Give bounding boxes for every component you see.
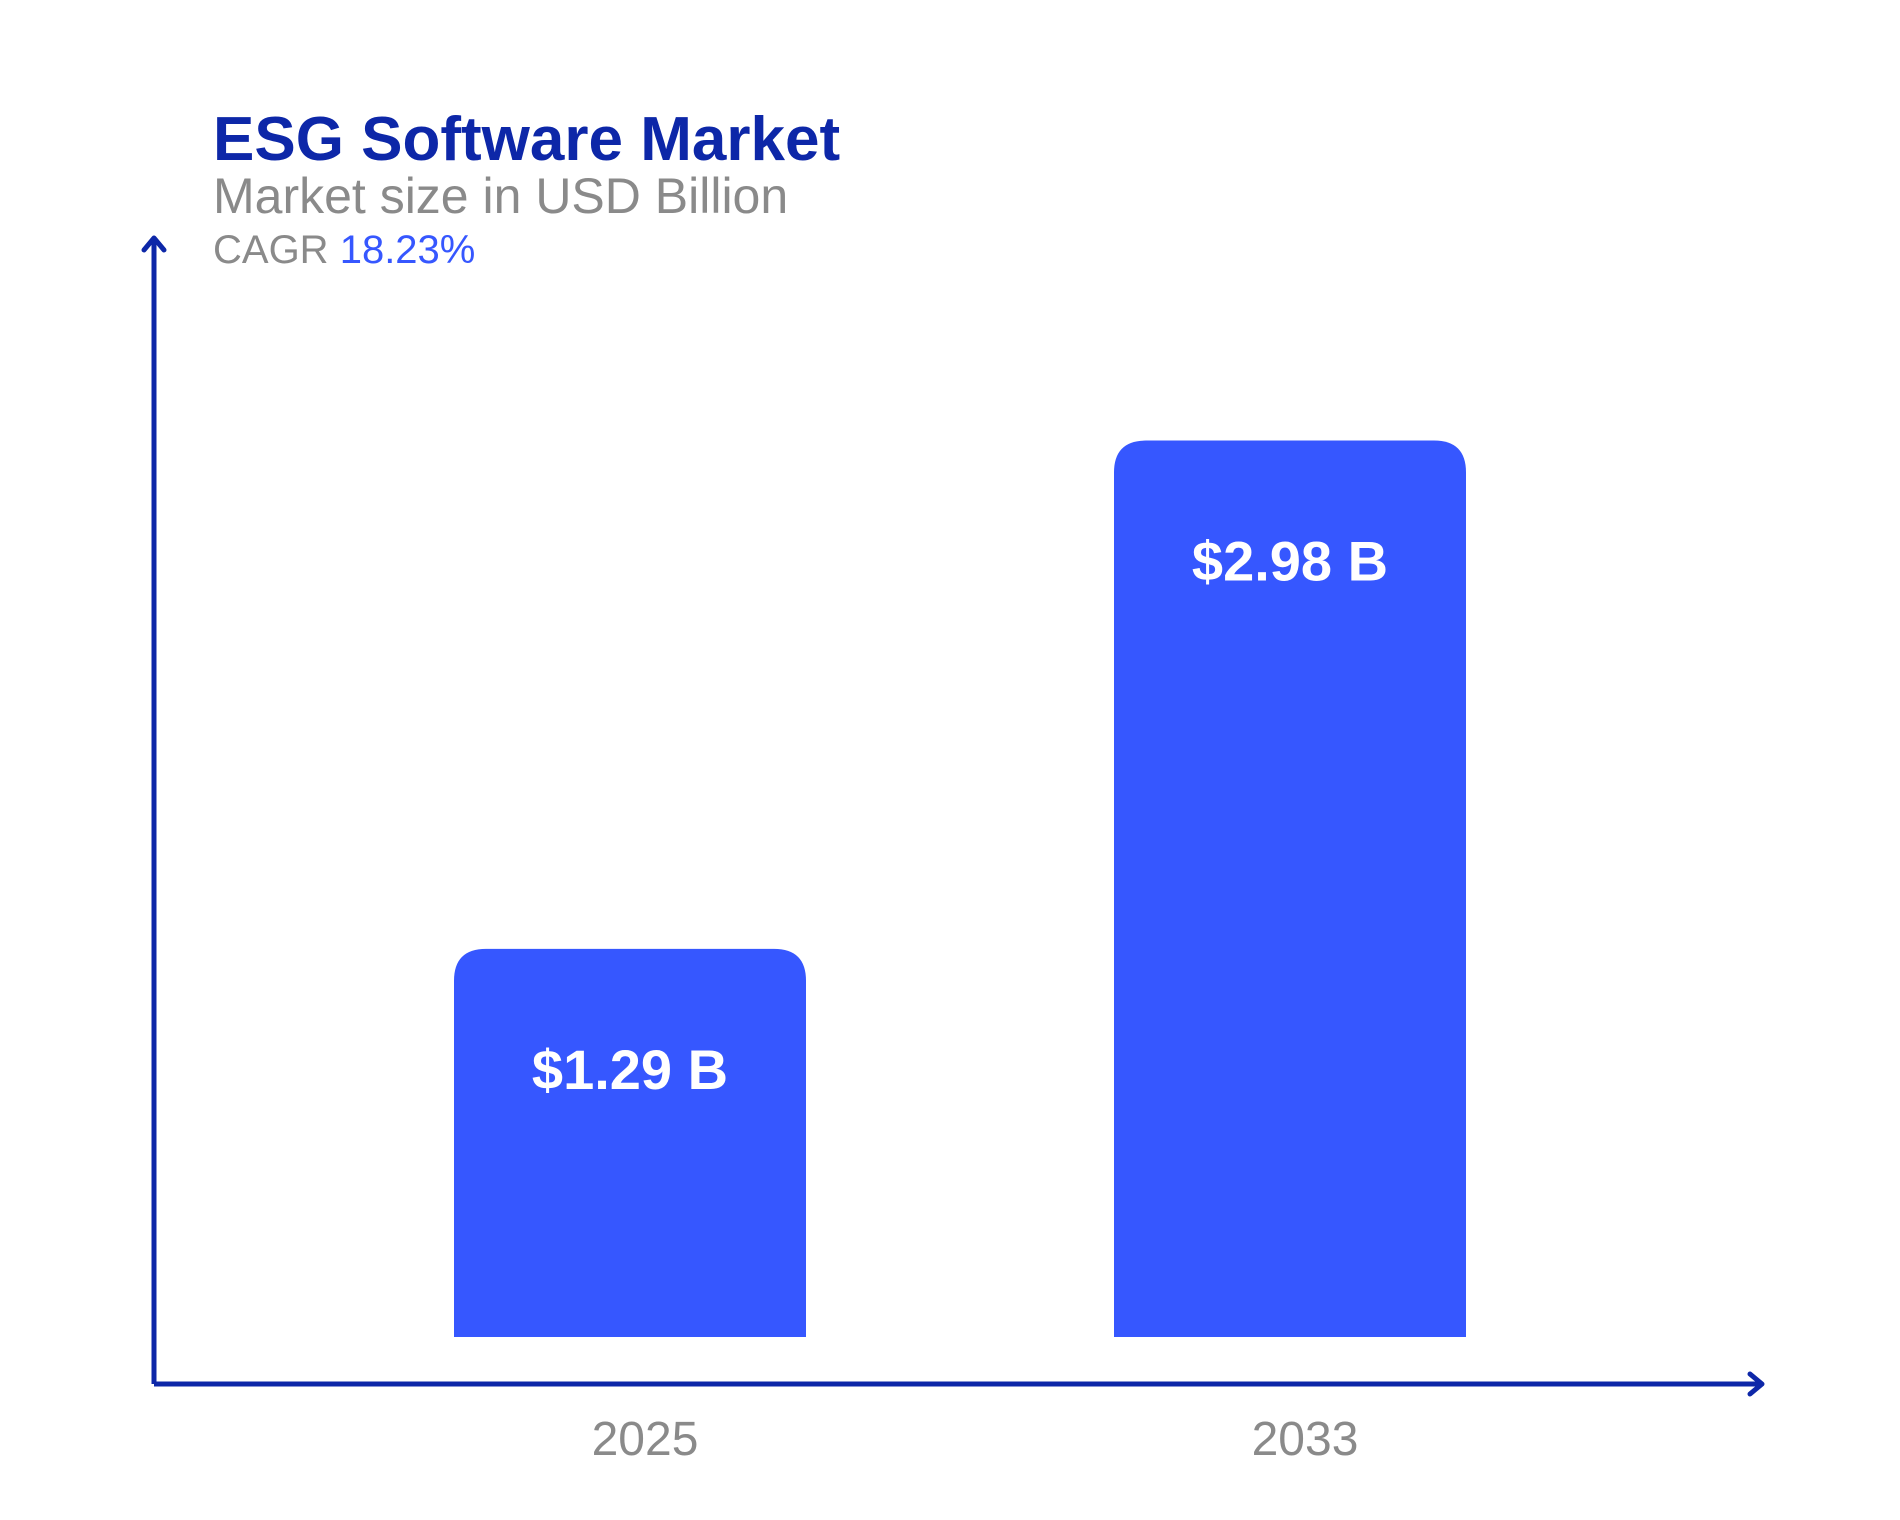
cagr-value: 18.23% — [339, 228, 476, 272]
x-axis-arrowhead — [1747, 1371, 1765, 1397]
x-tick-labels: 2025 2033 — [592, 1413, 1359, 1466]
axes — [141, 235, 1765, 1397]
bars — [454, 440, 1466, 1337]
data-label-2025: $1.29 B — [532, 1038, 728, 1101]
bar-2025 — [454, 948, 806, 1337]
bar-2033 — [1114, 440, 1466, 1337]
cagr-annotation: CAGR 18.23% — [213, 225, 475, 275]
data-label-2033: $2.98 B — [1192, 530, 1388, 593]
y-axis-arrowhead — [141, 235, 167, 253]
chart-subtitle: Market size in USD Billion — [213, 168, 789, 224]
x-tick-label-2025: 2025 — [592, 1413, 699, 1466]
chart-title: ESG Software Market — [213, 105, 841, 174]
data-labels: $1.29 B $2.98 B — [532, 530, 1388, 1101]
cagr-label: CAGR — [213, 228, 329, 272]
x-tick-label-2033: 2033 — [1252, 1413, 1359, 1466]
